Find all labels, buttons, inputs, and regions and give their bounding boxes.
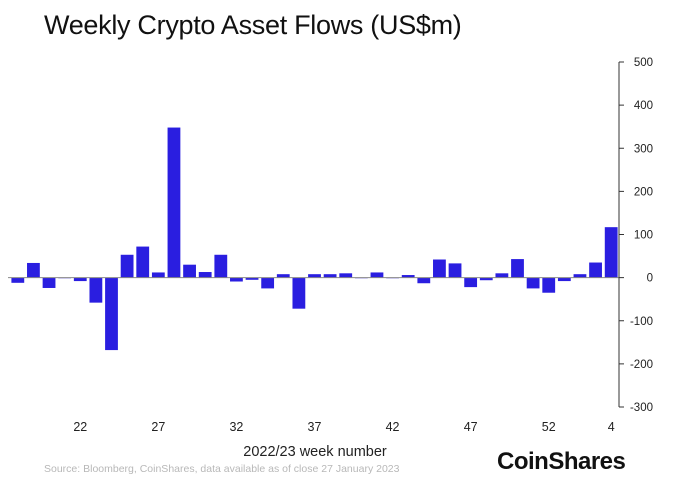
y-tick-label: -200 <box>630 359 653 371</box>
bar-week-1 <box>557 277 571 282</box>
x-tick-label: 47 <box>464 420 478 434</box>
bar-week-28 <box>167 127 181 278</box>
x-tick-label: 32 <box>229 420 243 434</box>
bar-week-18 <box>11 277 25 283</box>
bar-week-29 <box>183 264 196 278</box>
y-tick-label: 200 <box>634 186 653 198</box>
bar-week-49 <box>495 273 509 278</box>
bar-week-45 <box>433 259 446 278</box>
bar-week-33 <box>245 277 259 280</box>
y-tick-label: 100 <box>634 230 653 242</box>
bar-week-37 <box>308 274 321 278</box>
bar-week-39 <box>339 273 353 278</box>
bar-week-38 <box>323 274 337 278</box>
y-tick-label: -300 <box>630 402 653 414</box>
x-tick-label: 52 <box>542 420 556 434</box>
bar-week-46 <box>448 263 462 278</box>
x-tick-label: 4 <box>608 420 615 434</box>
x-axis-label: 2022/23 week number <box>243 444 387 460</box>
y-tick-label: 300 <box>634 143 653 155</box>
bar-week-34 <box>261 277 275 289</box>
y-axis-ticks: 500 400 300 200 100 0 -100 -200 -300 <box>619 57 653 414</box>
y-tick-label: 400 <box>634 100 653 112</box>
bar-week-51 <box>526 277 540 289</box>
x-tick-label: 27 <box>151 420 165 434</box>
bar-week-31 <box>214 254 228 278</box>
source-note: Source: Bloomberg, CoinShares, data avai… <box>44 463 400 475</box>
bar-week-2 <box>573 274 587 278</box>
bar-week-44 <box>417 277 431 284</box>
bar-week-32 <box>230 277 243 282</box>
x-axis-ticks: 22 27 32 37 42 47 52 4 <box>73 420 614 434</box>
x-tick-label: 42 <box>386 420 400 434</box>
x-tick-label: 37 <box>308 420 322 434</box>
bar-week-43 <box>401 275 415 278</box>
bar-week-26 <box>136 246 150 278</box>
bar-week-50 <box>511 259 524 278</box>
x-tick-label: 22 <box>73 420 87 434</box>
bar-week-47 <box>464 277 478 288</box>
y-tick-label: -100 <box>630 316 653 328</box>
bar-week-41 <box>370 272 384 278</box>
chart-title: Weekly Crypto Asset Flows (US$m) <box>44 10 462 40</box>
bar-week-27 <box>151 272 165 278</box>
bar-week-25 <box>120 254 134 278</box>
bar-week-35 <box>276 274 290 278</box>
bar-week-24 <box>105 277 118 351</box>
bar-week-19 <box>27 262 40 278</box>
bar-week-4 <box>604 227 618 278</box>
bar-week-48 <box>479 277 493 281</box>
bar-week-3 <box>589 262 602 278</box>
y-tick-label: 500 <box>634 57 653 69</box>
bar-week-36 <box>292 277 306 309</box>
bar-week-52 <box>542 277 556 293</box>
bar-week-30 <box>198 272 212 278</box>
y-tick-label: 0 <box>647 273 653 285</box>
brand-logo: CoinShares <box>497 448 626 475</box>
bar-week-20 <box>42 277 56 288</box>
bar-week-23 <box>89 277 103 303</box>
bar-week-22 <box>73 277 87 282</box>
bar-series <box>11 127 618 351</box>
